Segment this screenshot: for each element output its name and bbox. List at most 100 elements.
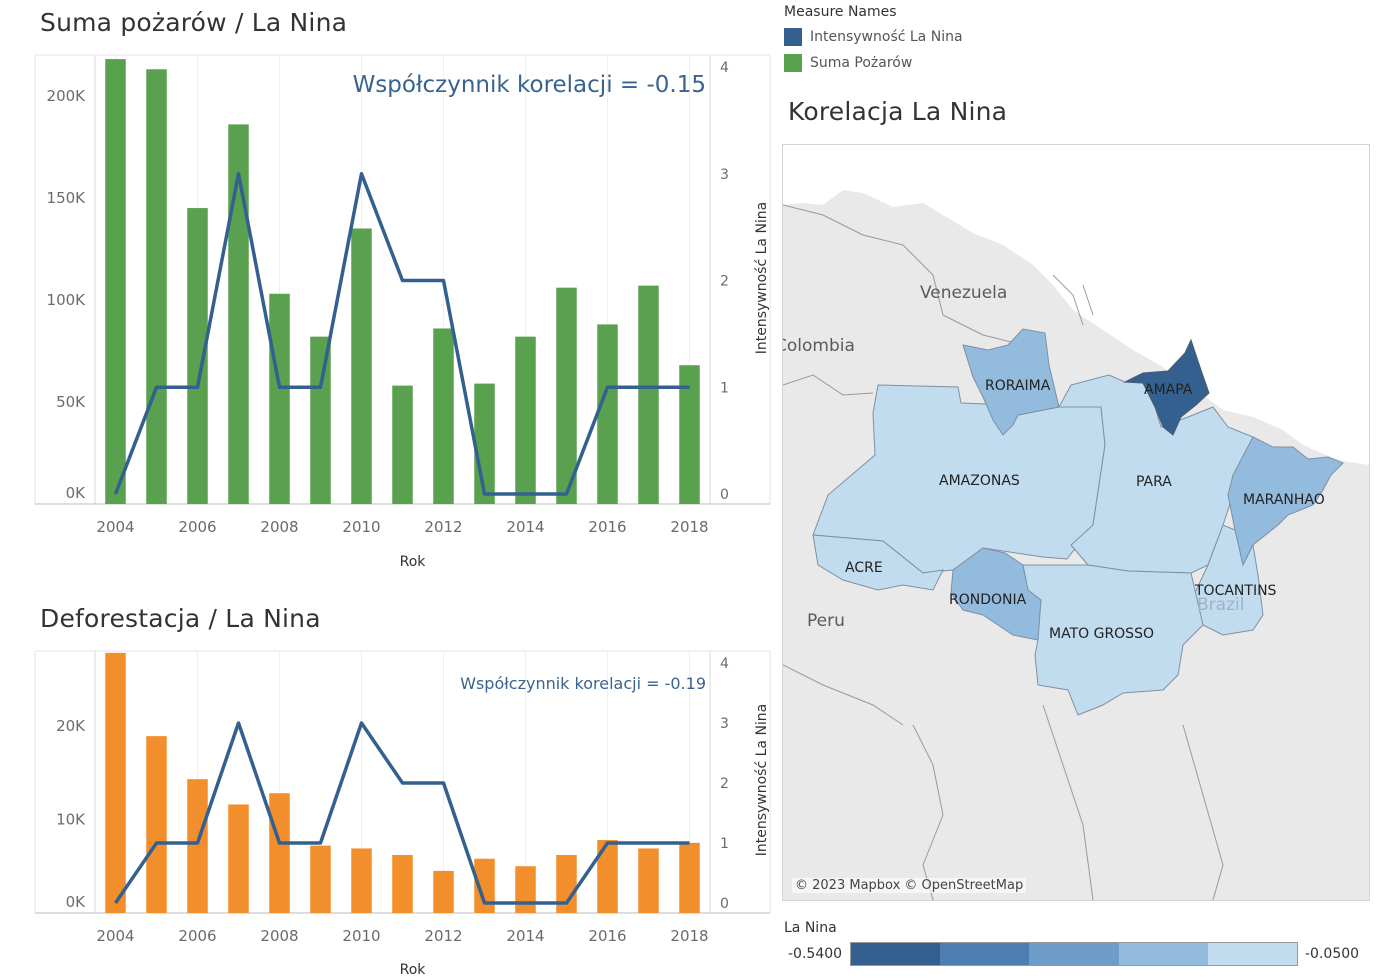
map-credit: © 2023 Mapbox © OpenStreetMap <box>792 878 1027 893</box>
chart1-y2-tick-label: 0 <box>720 487 729 503</box>
chart2-y-tick-label: 0K <box>66 893 87 911</box>
chart2-bar <box>515 866 536 913</box>
state-label-amapa: AMAPA <box>1144 382 1193 398</box>
chart1-x-tick-label: 2010 <box>342 518 380 536</box>
chart2-bar <box>679 842 700 913</box>
chart2-bar <box>638 848 659 913</box>
chart1-bar <box>556 287 577 504</box>
chart1-y2-axis-label: Intensywność La Nina <box>754 202 770 355</box>
state-amapa[interactable] <box>1123 338 1210 436</box>
deforestation-chart: 0K 10K 20K 0 1 2 3 4 Intensywność La Nina 2004 200… <box>34 650 771 977</box>
chart1-y2-tick-label: 1 <box>720 380 729 396</box>
color-legend-bar <box>850 942 1298 966</box>
chart2-x-axis-label: Rok <box>400 962 427 977</box>
chart1-x-tick-label: 2016 <box>588 518 626 536</box>
legend-label-fires: Suma Pożarów <box>810 55 913 71</box>
chart1-bar <box>392 385 413 504</box>
chart1-y-tick-label: 50K <box>56 393 86 411</box>
state-label-acre: ACRE <box>845 560 883 576</box>
chart1-bar <box>228 124 249 505</box>
chart-2-title: Deforestacja / La Nina <box>40 604 321 633</box>
state-label-mato-grosso: MATO GROSSO <box>1049 626 1154 642</box>
chart1-bar <box>146 69 167 504</box>
chart2-bar <box>351 848 372 913</box>
chart1-y2-tick-label: 3 <box>720 167 729 183</box>
legend-item-la-nina[interactable]: Intensywność La Nina <box>784 24 963 50</box>
state-roraima[interactable] <box>962 328 1060 436</box>
legend-item-fires[interactable]: Suma Pożarów <box>784 50 963 76</box>
legend-swatch-la-nina <box>784 28 802 46</box>
chart2-bar <box>187 779 208 913</box>
chart2-x-tick-label: 2012 <box>424 927 462 945</box>
country-label-peru: Peru <box>807 611 845 631</box>
chart2-y2-tick-label: 4 <box>720 656 729 672</box>
state-label-maranhao: MARANHAO <box>1243 492 1325 508</box>
color-step-2 <box>940 943 1030 965</box>
legend-swatch-fires <box>784 54 802 72</box>
chart1-x-tick-label: 2004 <box>96 518 134 536</box>
chart1-bar <box>187 208 208 504</box>
chart1-y-tick-label: 100K <box>47 291 87 309</box>
chart1-y-tick-label: 150K <box>47 189 87 207</box>
state-mato-grosso[interactable] <box>1022 564 1204 716</box>
country-label-brazil: Brazil <box>1197 595 1244 615</box>
chart1-bar <box>638 285 659 504</box>
chart2-bar <box>597 840 618 913</box>
color-legend-title: La Nina <box>784 920 837 936</box>
fires-chart: 0K 50K 100K 150K 200K 0 1 2 3 4 Intensywność La Ni… <box>34 54 771 570</box>
chart1-x-tick-label: 2006 <box>178 518 216 536</box>
chart1-bar <box>515 336 536 504</box>
chart1-bar <box>351 228 372 504</box>
color-legend-max: -0.0500 <box>1305 946 1360 962</box>
chart2-y2-tick-label: 3 <box>720 716 729 732</box>
state-maranhao[interactable] <box>1227 436 1344 567</box>
country-label-colombia: Colombia <box>783 336 855 356</box>
chart1-x-axis-label: Rok <box>400 554 427 570</box>
chart1-x-tick-label: 2008 <box>260 518 298 536</box>
color-legend-min: -0.5400 <box>788 946 843 962</box>
chart2-y2-tick-label: 0 <box>720 896 729 912</box>
color-step-3 <box>1029 943 1119 965</box>
legend-title: Measure Names <box>784 4 897 20</box>
country-borders <box>783 204 1224 900</box>
chart2-y2-tick-label: 1 <box>720 836 729 852</box>
chart2-x-tick-label: 2006 <box>178 927 216 945</box>
color-step-4 <box>1118 943 1208 965</box>
chart2-y2-tick-label: 2 <box>720 776 729 792</box>
chart1-x-tick-label: 2018 <box>670 518 708 536</box>
chart-1-title: Suma pożarów / La Nina <box>40 8 348 37</box>
chart2-x-tick-label: 2010 <box>342 927 380 945</box>
state-label-para: PARA <box>1136 474 1172 490</box>
chart1-y-tick-label: 200K <box>47 87 87 105</box>
country-label-venezuela: Venezuela <box>920 283 1007 303</box>
chart2-bar <box>228 804 249 913</box>
state-tocantins[interactable] <box>1192 524 1264 636</box>
chart2-bar <box>474 858 495 913</box>
chart2-x-tick-label: 2016 <box>588 927 626 945</box>
color-step-1 <box>851 943 941 965</box>
chart2-x-tick-label: 2008 <box>260 927 298 945</box>
chart2-bar <box>310 845 331 913</box>
la-nina-map[interactable]: Venezuela Colombia Peru Brazil RORAIMA A… <box>783 145 1369 900</box>
chart2-x-tick-label: 2014 <box>506 927 544 945</box>
chart2-bar <box>269 793 290 913</box>
map-panel[interactable]: Venezuela Colombia Peru Brazil RORAIMA A… <box>782 144 1370 901</box>
map-title: Korelacja La Nina <box>788 97 1008 126</box>
state-acre[interactable] <box>812 534 944 591</box>
state-label-rondonia: RONDONIA <box>949 592 1027 608</box>
chart1-correlation-annotation: Współczynnik korelacji = -0.15 <box>353 72 706 98</box>
color-step-5 <box>1207 943 1298 965</box>
chart2-bar <box>392 854 413 913</box>
chart2-bar <box>433 870 454 913</box>
chart2-x-tick-label: 2018 <box>670 927 708 945</box>
chart1-x-tick-label: 2012 <box>424 518 462 536</box>
state-label-tocantins: TOCANTINS <box>1194 583 1277 599</box>
chart1-bar <box>310 336 331 504</box>
state-label-roraima: RORAIMA <box>985 378 1051 394</box>
legend-label-la-nina: Intensywność La Nina <box>810 29 963 45</box>
state-label-amazonas: AMAZONAS <box>939 473 1020 489</box>
chart1-y-tick-label: 0K <box>66 484 87 502</box>
chart2-correlation-annotation: Współczynnik korelacji = -0.19 <box>460 674 706 693</box>
chart2-bar <box>105 652 126 913</box>
measure-legend: Measure Names Intensywność La Nina Suma … <box>784 4 963 76</box>
